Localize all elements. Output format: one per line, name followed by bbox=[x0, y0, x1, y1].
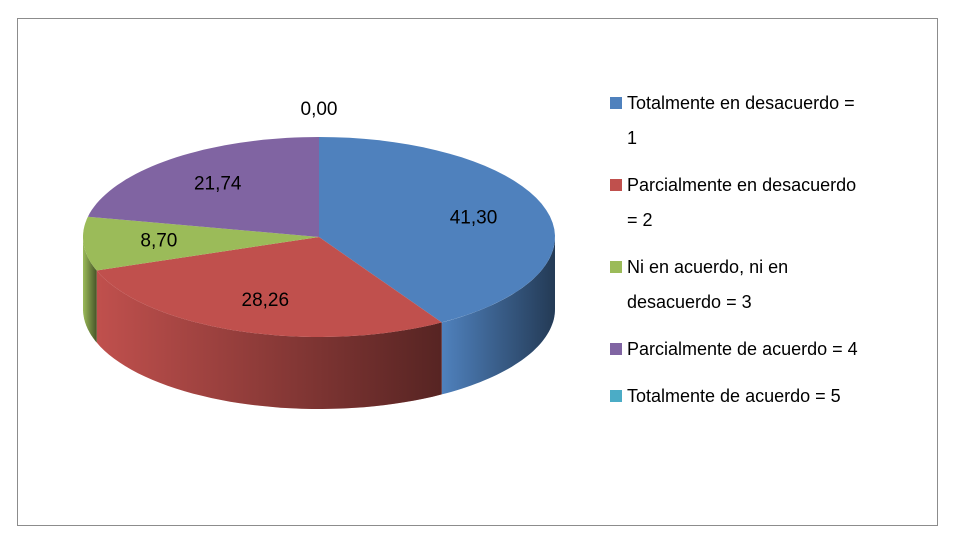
legend-label: Parcialmente de acuerdo = 4 bbox=[627, 339, 858, 359]
legend-swatch bbox=[610, 343, 622, 355]
data-label: 21,74 bbox=[194, 173, 242, 194]
slice-side-shade bbox=[83, 237, 97, 343]
legend-swatch bbox=[610, 179, 622, 191]
pie-tops bbox=[83, 137, 555, 337]
legend-swatch bbox=[610, 97, 622, 109]
legend-label: Totalmente en desacuerdo = 1 bbox=[627, 93, 855, 148]
data-label: 0,00 bbox=[301, 99, 338, 120]
data-label: 28,26 bbox=[242, 290, 290, 311]
slice bbox=[319, 137, 555, 323]
legend-swatch bbox=[610, 261, 622, 273]
legend-label: Parcialmente en desacuerdo = 2 bbox=[627, 175, 857, 230]
legend-item: Parcialmente en desacuerdo = 2 bbox=[610, 168, 940, 238]
data-label: 41,30 bbox=[450, 208, 498, 229]
legend-item: Totalmente de acuerdo = 5 bbox=[610, 379, 940, 414]
slice-side-shade bbox=[96, 270, 442, 409]
legend-swatch bbox=[610, 390, 622, 402]
legend-item: Totalmente en desacuerdo = 1 bbox=[610, 86, 940, 156]
slice bbox=[87, 137, 320, 237]
legend: Totalmente en desacuerdo = 1 Parcialmente… bbox=[610, 86, 940, 426]
slice bbox=[96, 237, 442, 337]
pie-sides bbox=[83, 237, 555, 409]
slice bbox=[83, 216, 319, 271]
legend-label: Ni en acuerdo, ni en desacuerdo = 3 bbox=[627, 257, 789, 312]
slice-side-shade bbox=[441, 237, 555, 395]
legend-item: Ni en acuerdo, ni en desacuerdo = 3 bbox=[610, 250, 940, 320]
legend-item: Parcialmente de acuerdo = 4 bbox=[610, 332, 940, 367]
legend-label: Totalmente de acuerdo = 5 bbox=[627, 386, 841, 406]
data-label: 8,70 bbox=[140, 231, 177, 252]
